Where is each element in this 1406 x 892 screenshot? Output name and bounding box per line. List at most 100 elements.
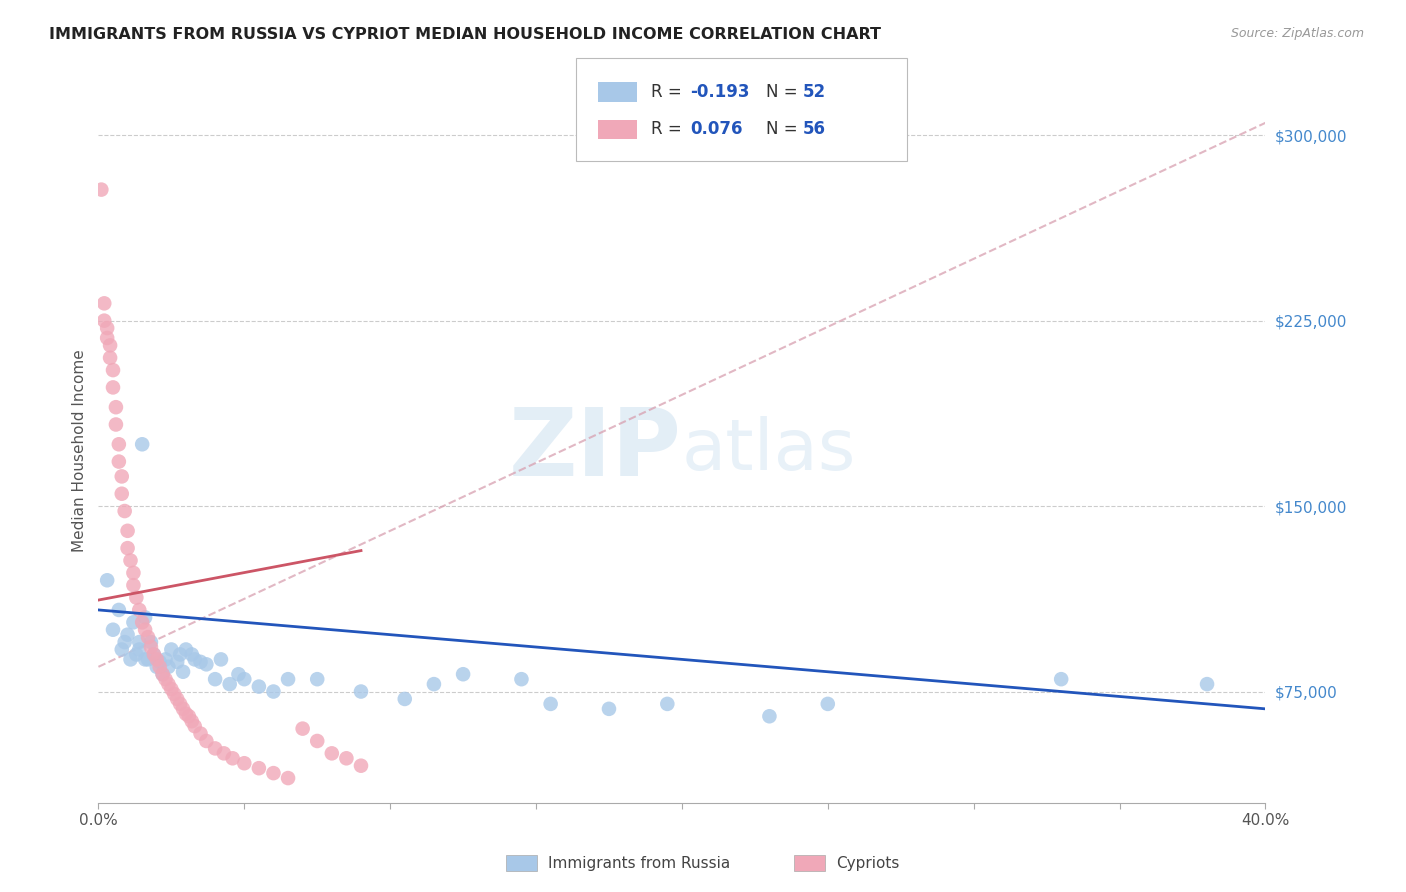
Point [152,667,174,681]
Point [350,758,373,772]
Point [117,524,139,538]
Point [101,363,124,377]
Point [233,672,256,686]
Point [93,313,115,327]
Point [120,652,142,666]
Point [307,672,329,686]
Point [134,652,156,666]
Point [262,684,284,698]
Point [221,751,243,765]
Point [125,648,148,662]
Point [758,709,780,723]
Point [291,722,314,736]
Point [117,628,139,642]
Point [598,702,620,716]
Point [204,672,226,686]
Point [180,714,202,729]
Point [104,417,127,432]
Point [335,751,357,765]
Point [134,623,156,637]
Point [190,726,212,740]
Text: -0.193: -0.193 [690,83,749,101]
Point [152,667,174,681]
Point [169,697,191,711]
Point [149,655,172,669]
Point [122,566,145,580]
Point [142,648,165,662]
Point [817,697,839,711]
Point [122,578,145,592]
Point [139,640,162,654]
Point [128,603,150,617]
Point [218,677,240,691]
Point [128,642,150,657]
Point [657,697,679,711]
Point [93,296,115,310]
Point [172,665,194,679]
Point [120,553,142,567]
Point [131,615,153,630]
Point [131,437,153,451]
Text: IMMIGRANTS FROM RUSSIA VS CYPRIOT MEDIAN HOUSEHOLD INCOME CORRELATION CHART: IMMIGRANTS FROM RUSSIA VS CYPRIOT MEDIAN… [49,27,882,42]
Text: 52: 52 [803,83,825,101]
Point [98,351,121,365]
Point [172,702,194,716]
Point [136,630,159,644]
Point [101,623,124,637]
Point [174,642,197,657]
Point [157,660,180,674]
Point [247,761,270,775]
Point [1195,677,1218,691]
Text: N =: N = [766,120,803,138]
Point [423,677,446,691]
Point [510,672,533,686]
Text: N =: N = [766,83,803,101]
Point [540,697,562,711]
Point [195,657,218,672]
Point [307,734,329,748]
Text: 56: 56 [803,120,825,138]
Point [142,648,165,662]
Point [157,677,180,691]
Point [114,504,136,518]
Point [233,756,256,771]
Text: atlas: atlas [682,416,856,485]
Point [108,454,131,468]
Point [108,603,131,617]
Text: ZIP: ZIP [509,404,682,497]
Point [160,642,183,657]
Point [111,642,134,657]
Point [277,771,299,785]
Point [166,692,188,706]
Point [96,574,118,588]
Y-axis label: Median Household Income: Median Household Income [72,349,87,552]
Point [149,660,172,674]
Text: 0.076: 0.076 [690,120,742,138]
Point [128,635,150,649]
Point [134,610,156,624]
Point [394,692,416,706]
Point [247,680,270,694]
Point [101,380,124,394]
Text: Immigrants from Russia: Immigrants from Russia [548,856,731,871]
Point [350,684,373,698]
Text: R =: R = [651,120,688,138]
Point [228,667,250,681]
Point [139,635,162,649]
Point [262,766,284,780]
Point [190,655,212,669]
Point [104,400,127,414]
Point [180,648,202,662]
Point [111,487,134,501]
Point [166,655,188,669]
Point [209,652,232,666]
Point [146,660,169,674]
Point [111,469,134,483]
Text: Cypriots: Cypriots [837,856,900,871]
Point [96,321,118,335]
Point [98,338,121,352]
Point [108,437,131,451]
Point [1050,672,1073,686]
Point [155,672,177,686]
Point [169,648,191,662]
